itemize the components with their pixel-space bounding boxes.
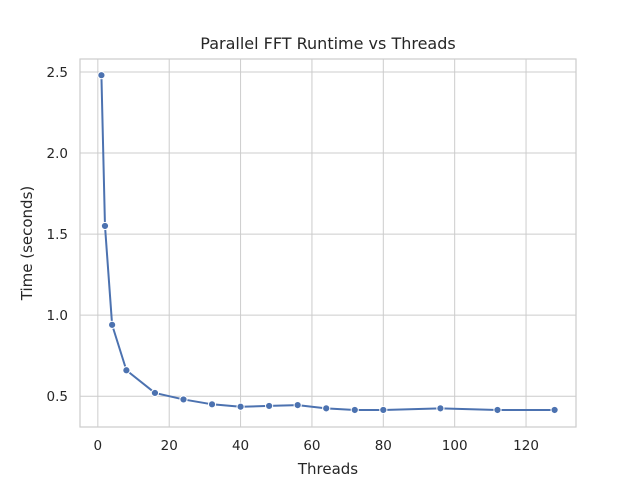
chart-title: Parallel FFT Runtime vs Threads — [200, 34, 455, 53]
data-point — [207, 400, 217, 409]
y-tick-label: 0.5 — [47, 389, 68, 405]
data-point — [100, 221, 110, 231]
x-tick-label: 120 — [513, 438, 539, 454]
x-tick-label: 80 — [375, 438, 392, 454]
data-point — [265, 401, 274, 411]
data-point — [97, 71, 106, 80]
data-point — [108, 320, 117, 329]
data-point — [350, 405, 359, 415]
axis-ticks: 0 20 40 60 80 100 120 0.5 1.0 1.5 2.0 2.5 — [47, 65, 539, 454]
data-point — [379, 405, 388, 415]
y-axis-label: Time (seconds) — [18, 186, 36, 302]
data-point — [493, 405, 502, 415]
y-tick-label: 2.5 — [47, 65, 68, 81]
x-axis-label: Threads — [297, 460, 358, 478]
data-point — [550, 405, 559, 415]
series-layer — [97, 71, 559, 415]
data-point — [293, 401, 302, 410]
y-tick-label: 1.0 — [47, 308, 68, 324]
data-point — [179, 395, 188, 404]
data-point — [122, 366, 131, 375]
x-tick-label: 40 — [232, 438, 249, 454]
y-tick-label: 2.0 — [47, 146, 68, 162]
x-tick-label: 60 — [303, 438, 320, 454]
grid-lines — [80, 59, 576, 427]
x-tick-label: 0 — [94, 438, 103, 454]
data-point — [436, 404, 445, 413]
x-tick-label: 100 — [442, 438, 468, 454]
x-tick-label: 20 — [161, 438, 178, 454]
data-point — [236, 402, 245, 411]
data-point — [322, 404, 331, 413]
series-line — [100, 75, 555, 411]
plot-frame — [79, 58, 577, 428]
y-tick-label: 1.5 — [47, 227, 68, 243]
data-point — [150, 388, 160, 398]
